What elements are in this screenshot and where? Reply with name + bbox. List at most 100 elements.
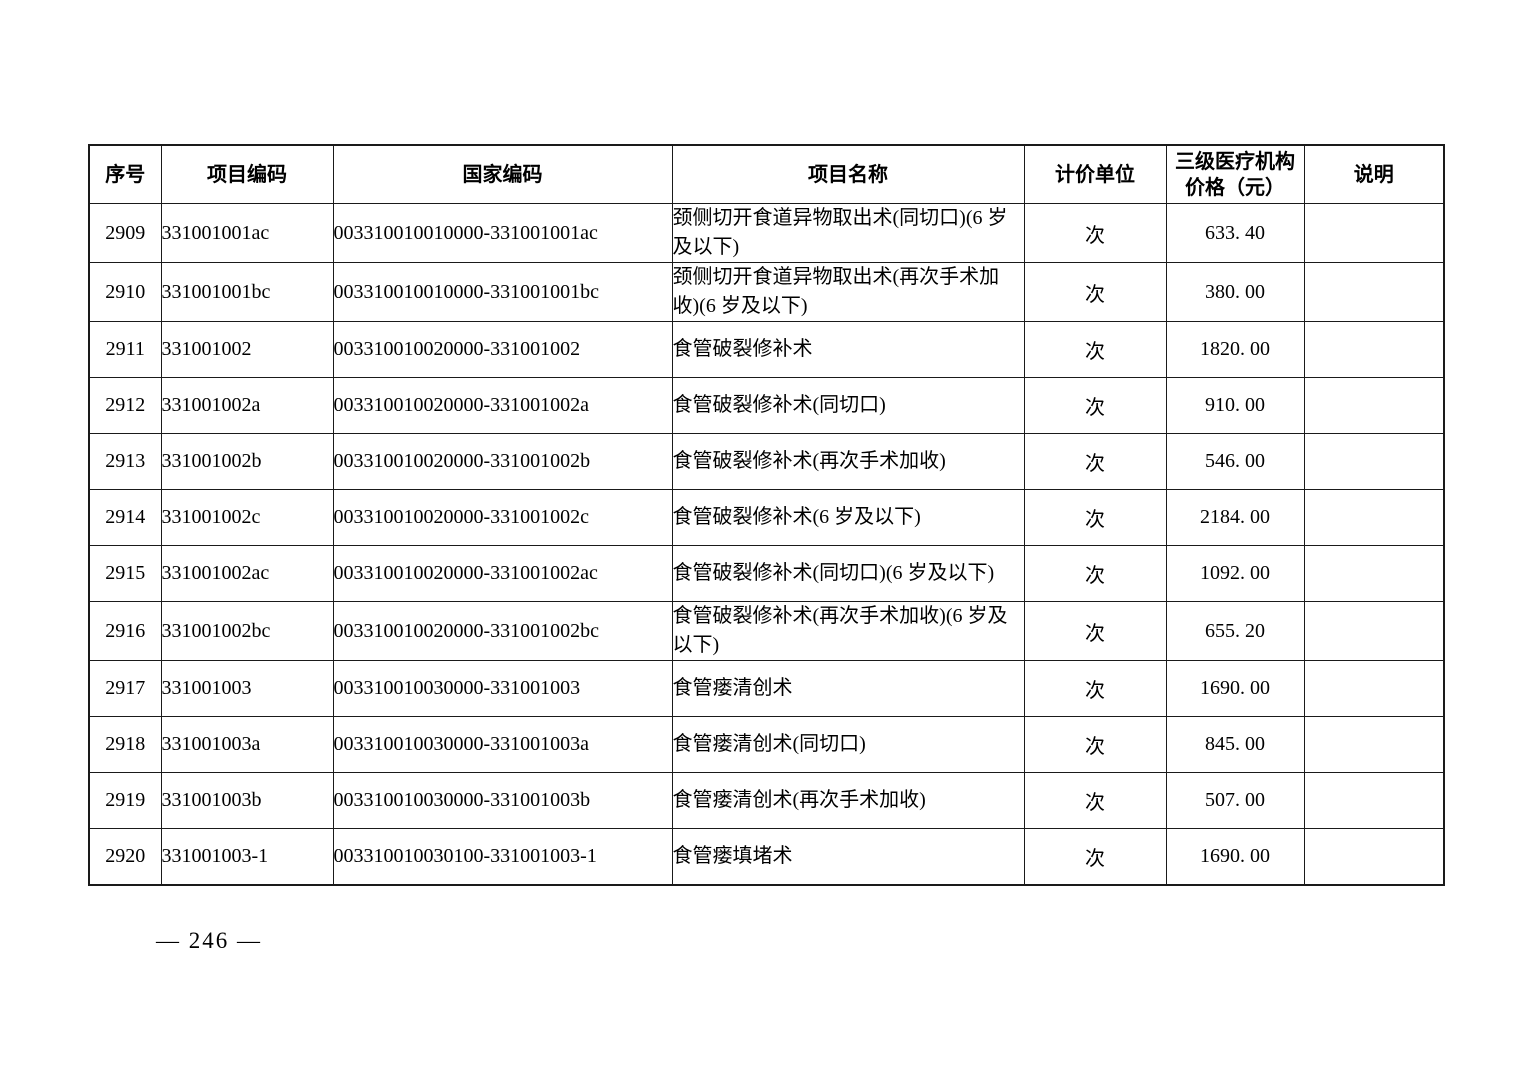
cell-note xyxy=(1303,433,1445,490)
cell-note xyxy=(1303,321,1445,378)
cell-price: 1092. 00 xyxy=(1165,545,1305,602)
cell-price: 910. 00 xyxy=(1165,377,1305,434)
header-national-code: 国家编码 xyxy=(332,144,673,204)
table-row: 2914 331001002c 003310010020000-33100100… xyxy=(88,489,1445,546)
cell-price: 633. 40 xyxy=(1165,203,1305,263)
cell-unit: 次 xyxy=(1023,601,1167,661)
cell-price: 655. 20 xyxy=(1165,601,1305,661)
cell-item-code: 331001002ac xyxy=(160,545,334,602)
cell-note xyxy=(1303,828,1445,885)
table-row: 2917 331001003 003310010030000-331001003… xyxy=(88,660,1445,717)
cell-price: 507. 00 xyxy=(1165,772,1305,829)
cell-price: 380. 00 xyxy=(1165,262,1305,322)
cell-price: 2184. 00 xyxy=(1165,489,1305,546)
cell-national-code: 003310010030000-331001003b xyxy=(332,772,673,829)
cell-item-code: 331001002b xyxy=(160,433,334,490)
cell-item-code: 331001003a xyxy=(160,716,334,773)
header-item-name: 项目名称 xyxy=(671,144,1025,204)
cell-item-name: 食管瘘清创术(再次手术加收) xyxy=(671,772,1025,829)
cell-item-name: 食管破裂修补术(再次手术加收) xyxy=(671,433,1025,490)
cell-seq: 2919 xyxy=(88,772,162,829)
cell-item-name: 食管瘘清创术 xyxy=(671,660,1025,717)
cell-note xyxy=(1303,601,1445,661)
cell-unit: 次 xyxy=(1023,545,1167,602)
header-price-line1: 三级医疗机构 xyxy=(1175,150,1295,173)
cell-price: 1690. 00 xyxy=(1165,828,1305,885)
table-row: 2909 331001001ac 003310010010000-3310010… xyxy=(88,203,1445,263)
cell-item-name: 食管瘘清创术(同切口) xyxy=(671,716,1025,773)
cell-national-code: 003310010020000-331001002a xyxy=(332,377,673,434)
cell-national-code: 003310010020000-331001002bc xyxy=(332,601,673,661)
cell-item-name: 食管破裂修补术(再次手术加收)(6 岁及以下) xyxy=(671,601,1025,661)
page-number: — 246 — xyxy=(156,928,262,953)
price-table: 序号 项目编码 国家编码 项目名称 计价单位 三级医疗机构 价格（元） 说明 2… xyxy=(88,144,1445,886)
header-price-line2: 价格（元） xyxy=(1185,176,1285,199)
cell-national-code: 003310010010000-331001001ac xyxy=(332,203,673,263)
cell-national-code: 003310010030000-331001003a xyxy=(332,716,673,773)
cell-price: 845. 00 xyxy=(1165,716,1305,773)
cell-seq: 2920 xyxy=(88,828,162,885)
header-item-code: 项目编码 xyxy=(160,144,334,204)
cell-seq: 2909 xyxy=(88,203,162,263)
cell-seq: 2912 xyxy=(88,377,162,434)
header-row: 序号 项目编码 国家编码 项目名称 计价单位 三级医疗机构 价格（元） 说明 xyxy=(88,144,1445,204)
cell-national-code: 003310010020000-331001002b xyxy=(332,433,673,490)
cell-item-code: 331001003 xyxy=(160,660,334,717)
header-price: 三级医疗机构 价格（元） xyxy=(1165,144,1305,204)
cell-note xyxy=(1303,772,1445,829)
cell-note xyxy=(1303,377,1445,434)
cell-note xyxy=(1303,545,1445,602)
header-note: 说明 xyxy=(1303,144,1445,204)
cell-item-code: 331001002a xyxy=(160,377,334,434)
cell-item-name: 食管瘘填堵术 xyxy=(671,828,1025,885)
cell-national-code: 003310010020000-331001002 xyxy=(332,321,673,378)
cell-national-code: 003310010030000-331001003 xyxy=(332,660,673,717)
table-row: 2920 331001003-1 003310010030100-3310010… xyxy=(88,828,1445,885)
table-row: 2911 331001002 003310010020000-331001002… xyxy=(88,321,1445,378)
cell-seq: 2910 xyxy=(88,262,162,322)
cell-seq: 2918 xyxy=(88,716,162,773)
cell-national-code: 003310010010000-331001001bc xyxy=(332,262,673,322)
cell-item-name: 颈侧切开食道异物取出术(同切口)(6 岁及以下) xyxy=(671,203,1025,263)
cell-unit: 次 xyxy=(1023,489,1167,546)
cell-item-name: 颈侧切开食道异物取出术(再次手术加收)(6 岁及以下) xyxy=(671,262,1025,322)
table-row: 2910 331001001bc 003310010010000-3310010… xyxy=(88,262,1445,322)
cell-price: 1820. 00 xyxy=(1165,321,1305,378)
cell-item-code: 331001002 xyxy=(160,321,334,378)
cell-item-name: 食管破裂修补术(6 岁及以下) xyxy=(671,489,1025,546)
cell-item-code: 331001001bc xyxy=(160,262,334,322)
cell-unit: 次 xyxy=(1023,772,1167,829)
header-unit: 计价单位 xyxy=(1023,144,1167,204)
cell-item-name: 食管破裂修补术(同切口)(6 岁及以下) xyxy=(671,545,1025,602)
cell-item-name: 食管破裂修补术 xyxy=(671,321,1025,378)
cell-seq: 2911 xyxy=(88,321,162,378)
table-row: 2912 331001002a 003310010020000-33100100… xyxy=(88,377,1445,434)
cell-item-code: 331001001ac xyxy=(160,203,334,263)
cell-note xyxy=(1303,716,1445,773)
cell-item-code: 331001002c xyxy=(160,489,334,546)
price-table-body: 2909 331001001ac 003310010010000-3310010… xyxy=(88,203,1445,885)
cell-item-code: 331001003-1 xyxy=(160,828,334,885)
cell-price: 1690. 00 xyxy=(1165,660,1305,717)
cell-unit: 次 xyxy=(1023,828,1167,885)
cell-unit: 次 xyxy=(1023,377,1167,434)
cell-unit: 次 xyxy=(1023,433,1167,490)
cell-seq: 2915 xyxy=(88,545,162,602)
cell-item-name: 食管破裂修补术(同切口) xyxy=(671,377,1025,434)
cell-item-code: 331001003b xyxy=(160,772,334,829)
table-row: 2913 331001002b 003310010020000-33100100… xyxy=(88,433,1445,490)
table-row: 2915 331001002ac 003310010020000-3310010… xyxy=(88,545,1445,602)
cell-note xyxy=(1303,660,1445,717)
header-seq: 序号 xyxy=(88,144,162,204)
cell-item-code: 331001002bc xyxy=(160,601,334,661)
table-row: 2919 331001003b 003310010030000-33100100… xyxy=(88,772,1445,829)
cell-seq: 2916 xyxy=(88,601,162,661)
table-row: 2916 331001002bc 003310010020000-3310010… xyxy=(88,601,1445,661)
cell-national-code: 003310010020000-331001002c xyxy=(332,489,673,546)
cell-unit: 次 xyxy=(1023,716,1167,773)
cell-national-code: 003310010030100-331001003-1 xyxy=(332,828,673,885)
cell-unit: 次 xyxy=(1023,321,1167,378)
cell-national-code: 003310010020000-331001002ac xyxy=(332,545,673,602)
cell-note xyxy=(1303,489,1445,546)
